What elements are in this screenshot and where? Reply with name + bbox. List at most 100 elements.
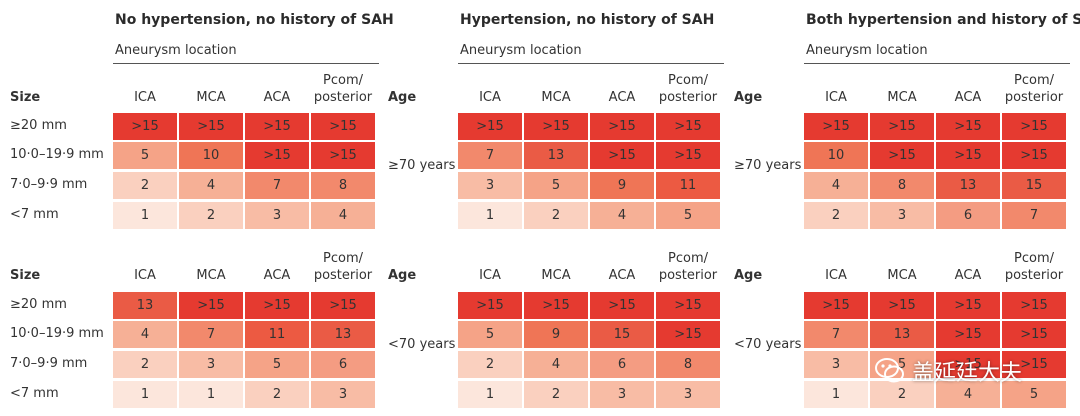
column-header-line: posterior xyxy=(313,90,373,105)
column-header-line: Pcom/ xyxy=(1014,73,1054,88)
heatmap-cell: 2 xyxy=(804,202,868,229)
age-header: Age xyxy=(388,268,417,283)
watermark-text: 盖延廷大夫 xyxy=(912,361,1023,386)
age-header: Age xyxy=(734,90,763,105)
heatmap-cell: >15 xyxy=(524,292,588,319)
heatmap-cell: 9 xyxy=(590,172,654,199)
age-header: Age xyxy=(734,268,763,283)
heatmap-cell: 13 xyxy=(113,292,177,319)
column-header-line: posterior xyxy=(1004,268,1064,283)
heatmap-cell: 6 xyxy=(311,351,375,378)
heatmap-cell: 13 xyxy=(524,142,588,169)
heatmap-cell: 4 xyxy=(113,321,177,348)
heatmap-cell: 3 xyxy=(179,351,243,378)
heatmap-cell: 13 xyxy=(870,321,934,348)
heatmap-cell: >15 xyxy=(1002,113,1066,140)
column-header-line: posterior xyxy=(313,268,373,283)
heatmap-cell: 5 xyxy=(113,142,177,169)
size-label: 7·0–9·9 mm xyxy=(10,356,88,371)
heatmap-cell: >15 xyxy=(245,142,309,169)
heatmap-cell: 13 xyxy=(936,172,1000,199)
column-header: ACA xyxy=(954,90,982,105)
column-header-line: Pcom/ xyxy=(323,73,363,88)
heatmap-cell: 8 xyxy=(656,351,720,378)
group-title: Both hypertension and history of SAH xyxy=(806,12,1080,28)
column-header: MCA xyxy=(887,268,917,283)
column-header: ACA xyxy=(263,90,291,105)
age-header: Age xyxy=(388,90,417,105)
heatmap-cell: >15 xyxy=(590,142,654,169)
group-rule xyxy=(458,63,724,64)
heatmap-cell: >15 xyxy=(936,321,1000,348)
heatmap-cell: >15 xyxy=(656,292,720,319)
column-header: Pcom/posterior xyxy=(1002,250,1066,284)
heatmap-cell: 1 xyxy=(458,381,522,408)
column-header: ICA xyxy=(825,90,847,105)
heatmap-cell: 11 xyxy=(245,321,309,348)
column-header: Pcom/posterior xyxy=(311,72,375,106)
heatmap-cell: >15 xyxy=(870,292,934,319)
heatmap-cell: 2 xyxy=(245,381,309,408)
heatmap-cell: 9 xyxy=(524,321,588,348)
size-label: ≥20 mm xyxy=(10,118,67,133)
size-header: Size xyxy=(10,268,41,283)
heatmap-cell: 3 xyxy=(804,351,868,378)
heatmap-cell: >15 xyxy=(1002,351,1066,378)
heatmap-cell: >15 xyxy=(113,113,177,140)
group-rule xyxy=(113,63,379,64)
column-header: MCA xyxy=(887,90,917,105)
heatmap-cell: >15 xyxy=(311,113,375,140)
heatmap-cell: 8 xyxy=(870,172,934,199)
heatmap-cell: 1 xyxy=(113,202,177,229)
column-header: ICA xyxy=(825,268,847,283)
heatmap-cell: 2 xyxy=(113,351,177,378)
heatmap-cell: >15 xyxy=(179,113,243,140)
heatmap-cell: 2 xyxy=(179,202,243,229)
heatmap-cell: 2 xyxy=(524,381,588,408)
watermark: 盖延廷大夫 xyxy=(874,355,1022,387)
heatmap-cell: >15 xyxy=(656,113,720,140)
column-header: ICA xyxy=(479,268,501,283)
heatmap-cell: 7 xyxy=(1002,202,1066,229)
heatmap-cell: 3 xyxy=(458,172,522,199)
size-label: 7·0–9·9 mm xyxy=(10,177,88,192)
heatmap-cell: >15 xyxy=(458,113,522,140)
column-header: ACA xyxy=(608,90,636,105)
column-header-line: posterior xyxy=(1004,90,1064,105)
heatmap-cell: >15 xyxy=(590,292,654,319)
heatmap-cell: >15 xyxy=(590,113,654,140)
column-header: ICA xyxy=(134,268,156,283)
heatmap-cell: 6 xyxy=(590,351,654,378)
size-label: <7 mm xyxy=(10,386,59,401)
column-header: ICA xyxy=(134,90,156,105)
heatmap-cell: 2 xyxy=(870,381,934,408)
heatmap-cell: 10 xyxy=(804,142,868,169)
heatmap-cell: 5 xyxy=(245,351,309,378)
heatmap-cell: >15 xyxy=(870,113,934,140)
column-header-line: Pcom/ xyxy=(668,251,708,266)
heatmap-cell: 3 xyxy=(590,381,654,408)
heatmap-cell: >15 xyxy=(936,142,1000,169)
heatmap-cell: 5 xyxy=(458,321,522,348)
heatmap-cell: 5 xyxy=(1002,381,1066,408)
heatmap-cell: >15 xyxy=(936,292,1000,319)
size-label: 10·0–19·9 mm xyxy=(10,147,104,162)
column-header: Pcom/posterior xyxy=(1002,72,1066,106)
heatmap-cell: 5 xyxy=(524,172,588,199)
heatmap-cell: >15 xyxy=(524,113,588,140)
column-header: MCA xyxy=(196,268,226,283)
heatmap-cell: 5 xyxy=(656,202,720,229)
size-label: <7 mm xyxy=(10,207,59,222)
heatmap-cell: >15 xyxy=(311,142,375,169)
heatmap-cell: >15 xyxy=(245,113,309,140)
heatmap-cell: >15 xyxy=(804,292,868,319)
heatmap-cell: >15 xyxy=(1002,142,1066,169)
column-header-line: Pcom/ xyxy=(323,251,363,266)
heatmap-cell: >15 xyxy=(311,292,375,319)
heatmap-cell: >15 xyxy=(936,113,1000,140)
heatmap-cell: 2 xyxy=(113,172,177,199)
group-subtitle: Aneurysm location xyxy=(806,43,928,58)
heatmap-cell: 1 xyxy=(804,381,868,408)
heatmap-cell: 1 xyxy=(113,381,177,408)
heatmap-cell: >15 xyxy=(656,142,720,169)
